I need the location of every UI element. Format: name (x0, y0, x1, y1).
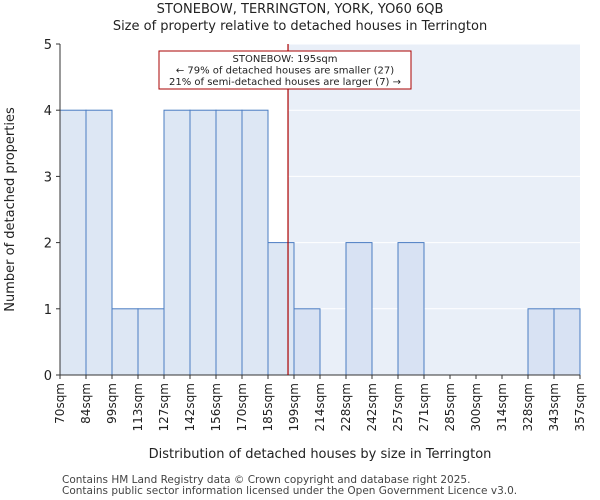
bar-328sqm (527, 308, 555, 376)
y-tick-label: 2 (44, 237, 52, 252)
bar-343sqm (553, 308, 581, 376)
x-tick-label: 214sqm (313, 383, 327, 431)
x-tick-label: 357sqm (573, 383, 587, 431)
x-tick-label: 156sqm (209, 383, 223, 431)
annotation-line-2: ← 79% of detached houses are smaller (27… (176, 66, 394, 77)
y-tick-label: 1 (44, 303, 52, 318)
annotation-line-1: STONEBOW: 195sqm (233, 54, 338, 65)
annotation-line-3: 21% of semi-detached houses are larger (… (169, 77, 401, 88)
bar-199sqm (293, 308, 321, 376)
x-tick-label: 285sqm (443, 383, 457, 431)
y-tick-label: 3 (44, 170, 52, 185)
x-axis-label: Distribution of detached houses by size … (149, 447, 492, 462)
bar-156sqm (215, 109, 243, 376)
bar-228sqm (345, 242, 373, 376)
x-tick-label: 142sqm (183, 383, 197, 431)
bar-257sqm (397, 242, 425, 376)
x-tick-label: 185sqm (261, 383, 275, 431)
x-tick-label: 70sqm (53, 383, 67, 424)
x-tick-label: 314sqm (495, 383, 509, 431)
bar-70sqm (59, 109, 87, 376)
x-tick-label: 328sqm (521, 383, 535, 431)
bar-127sqm (163, 109, 191, 376)
chart-subtitle: Size of property relative to detached ho… (112, 19, 488, 34)
x-tick-label: 343sqm (547, 383, 561, 431)
x-tick-label: 127sqm (157, 383, 171, 431)
x-tick-label: 170sqm (235, 383, 249, 431)
annotation-box (158, 50, 412, 90)
bar-113sqm (137, 308, 165, 376)
y-tick-label: 0 (44, 369, 52, 384)
footer-licence: Contains public sector information licen… (62, 485, 518, 497)
chart-title: STONEBOW, TERRINGTON, YORK, YO60 6QB (156, 2, 444, 17)
x-tick-label: 84sqm (79, 383, 93, 424)
x-tick-label: 242sqm (365, 383, 379, 431)
x-tick-label: 271sqm (417, 383, 431, 431)
bar-99sqm (111, 308, 139, 376)
x-tick-label: 300sqm (469, 383, 483, 431)
x-tick-label: 228sqm (339, 383, 353, 431)
y-axis-label: Number of detached properties (3, 107, 18, 312)
x-tick-label: 257sqm (391, 383, 405, 431)
bar-142sqm (189, 109, 217, 376)
bar-84sqm (85, 109, 113, 376)
x-tick-label: 199sqm (287, 383, 301, 431)
x-tick-label: 99sqm (105, 383, 119, 424)
y-tick-label: 4 (44, 104, 52, 119)
bar-185sqm (267, 242, 295, 376)
x-tick-label: 113sqm (131, 383, 145, 431)
footer-copyright: Contains HM Land Registry data © Crown c… (62, 474, 471, 486)
y-tick-label: 5 (44, 38, 52, 53)
bar-170sqm (241, 109, 269, 376)
